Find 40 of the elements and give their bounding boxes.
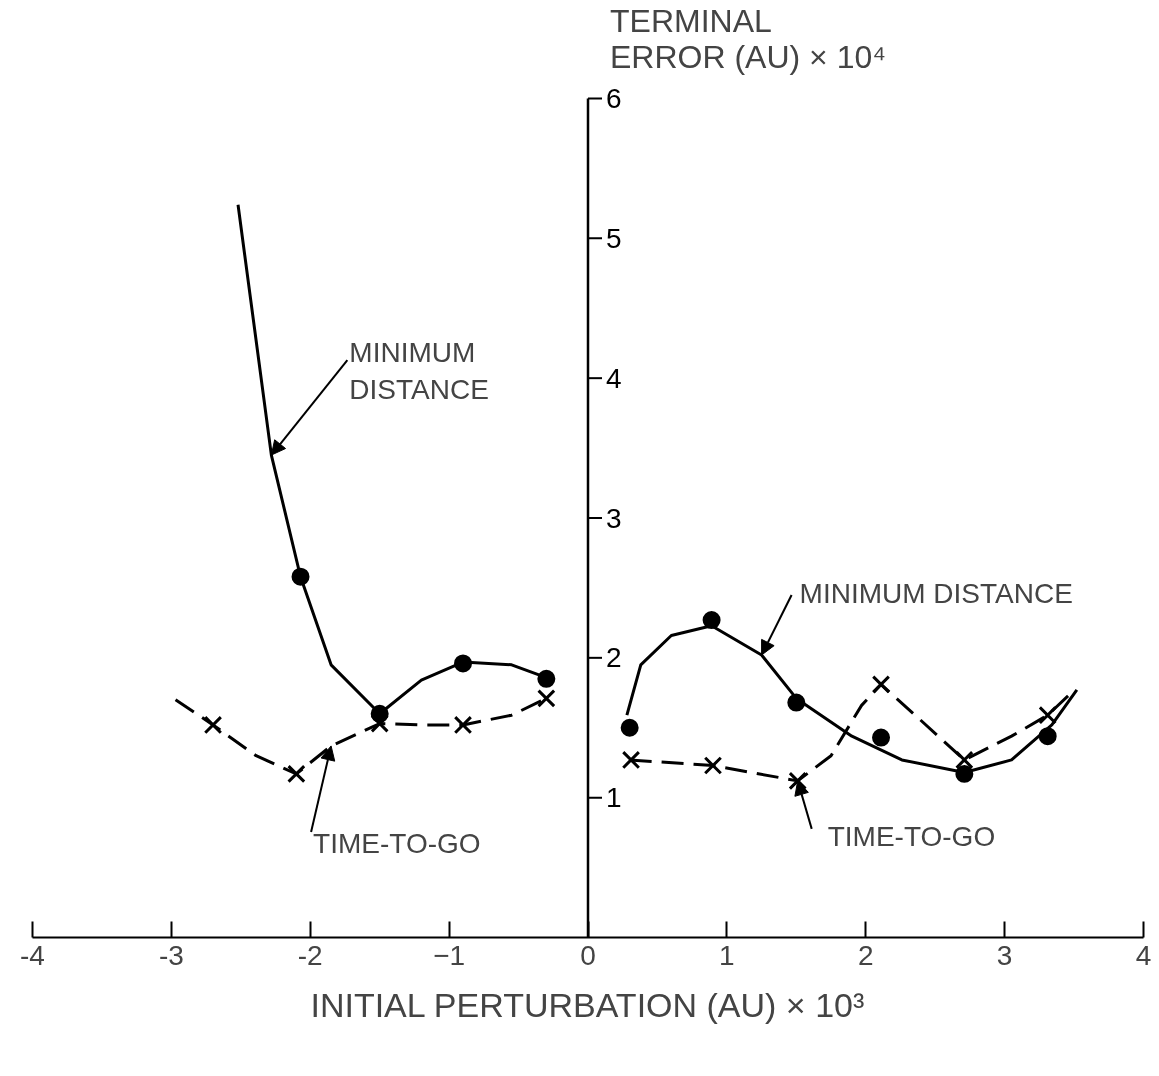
point <box>872 728 891 747</box>
point <box>453 715 473 735</box>
point <box>537 669 556 688</box>
point <box>955 750 974 770</box>
y-axis-title: TERMINAL ERROR (AU) × 10⁴ <box>610 2 887 75</box>
y-tick-label: 1 <box>606 782 622 814</box>
annotation: MINIMUM DISTANCE <box>799 577 1073 609</box>
x-tick-label: -3 <box>158 939 184 971</box>
point <box>291 567 310 586</box>
point <box>621 750 641 770</box>
point <box>537 689 556 708</box>
y-tick-label: 5 <box>606 222 622 254</box>
annotation: TIME-TO-GO <box>313 828 481 860</box>
point <box>871 675 891 694</box>
point <box>287 764 306 784</box>
y-tick-label: 6 <box>606 83 622 114</box>
x-tick-label: -2 <box>297 939 323 971</box>
x-axis-title: INITIAL PERTURBATION (AU) × 10³ <box>310 985 865 1024</box>
x-tick-label: 3 <box>996 939 1013 971</box>
x-tick-label: −1 <box>433 939 466 971</box>
point <box>955 764 974 783</box>
point <box>787 693 806 712</box>
x-tick-label: 4 <box>1135 939 1152 971</box>
point <box>1038 705 1057 725</box>
x-tick-label: 1 <box>719 939 735 971</box>
point <box>620 718 639 737</box>
point <box>454 654 473 673</box>
point <box>1038 727 1057 746</box>
point <box>203 715 223 735</box>
point <box>703 756 723 775</box>
annotation: TIME-TO-GO <box>827 821 996 853</box>
point <box>702 611 721 630</box>
x-tick-label: -4 <box>20 939 45 971</box>
x-tick-label: 2 <box>857 939 874 971</box>
point <box>788 771 807 791</box>
y-tick-label: 3 <box>606 502 622 534</box>
x-tick-label: 0 <box>580 939 596 971</box>
annotation: MINIMUM DISTANCE <box>349 337 489 406</box>
y-tick-label: 2 <box>606 642 622 674</box>
y-tick-label: 4 <box>606 362 622 394</box>
